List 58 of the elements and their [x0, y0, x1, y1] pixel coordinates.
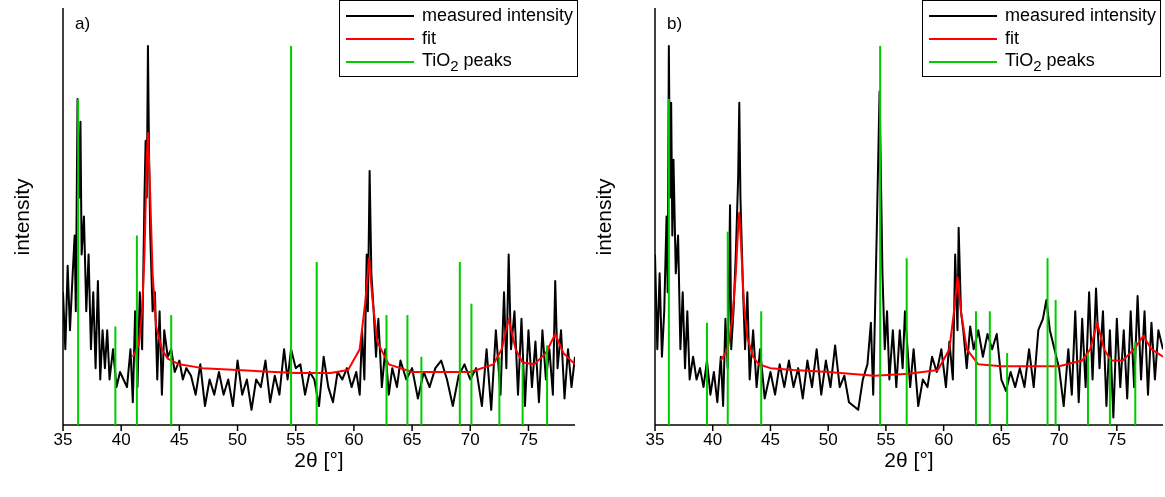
x-tick-label: 75 [1107, 430, 1127, 450]
text: b) [667, 14, 683, 34]
bar [470, 303, 473, 425]
bar [1054, 299, 1057, 425]
x-tick-label: 40 [703, 430, 723, 450]
bar [1086, 352, 1089, 425]
bar [988, 311, 991, 425]
x-tick-label: 60 [344, 430, 364, 450]
legend-label: TiO$_{2}$ peaks [1004, 49, 1095, 74]
x-tick-label: 45 [760, 430, 780, 450]
y-axis-title: intensity [10, 177, 34, 256]
bar [546, 345, 549, 425]
legend-label: measured intensity [421, 5, 573, 26]
bar [406, 315, 409, 425]
bar [760, 311, 763, 425]
bar [170, 315, 173, 425]
x-tick-label: 60 [934, 430, 954, 450]
bar [290, 45, 293, 425]
bar [879, 45, 882, 425]
bar [498, 356, 501, 425]
x-tick-label: 65 [402, 430, 422, 450]
x-tick-label: 50 [228, 430, 248, 450]
x-tick-label: 35 [645, 430, 665, 450]
bar [1046, 258, 1049, 425]
x-tick-label: 35 [53, 430, 73, 450]
x-axis-title: 2θ [°] [883, 448, 935, 472]
bar [974, 311, 977, 425]
bar [77, 98, 80, 425]
x-tick-label: 55 [286, 430, 306, 450]
bar [458, 261, 461, 425]
bar [521, 364, 524, 425]
bar [905, 258, 908, 425]
x-tick-label: 70 [1049, 430, 1069, 450]
legend-label: measured intensity [1004, 5, 1156, 26]
bar [315, 261, 318, 425]
legend-label: fit [1004, 28, 1019, 49]
x-tick-label: 45 [169, 430, 189, 450]
bar [1006, 352, 1009, 425]
bar [114, 326, 117, 425]
bar [667, 98, 670, 425]
x-tick-label: 65 [991, 430, 1011, 450]
bar [726, 231, 729, 425]
x-tick-label: 75 [518, 430, 538, 450]
legend-label: TiO$_{2}$ peaks [421, 49, 512, 74]
y-axis-title: intensity [592, 177, 616, 256]
x-tick-label: 40 [111, 430, 131, 450]
bar [1108, 356, 1111, 425]
legend-label: fit [421, 28, 436, 49]
bar [420, 356, 423, 425]
bar [1134, 341, 1137, 425]
x-tick-label: 70 [460, 430, 480, 450]
x-axis-title: 2θ [°] [293, 448, 345, 472]
bar [385, 315, 388, 425]
text: a) [75, 14, 91, 34]
x-tick-label: 50 [818, 430, 838, 450]
bar [705, 322, 708, 425]
x-tick-label: 55 [876, 430, 896, 450]
bar [135, 235, 138, 425]
